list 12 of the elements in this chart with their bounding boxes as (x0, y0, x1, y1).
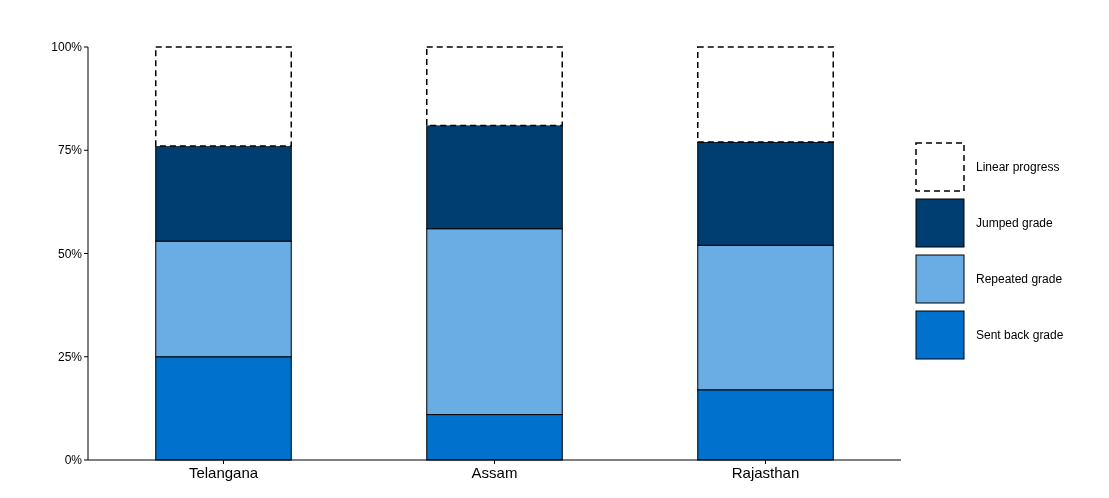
y-tick-label: 0% (64, 453, 83, 468)
y-tick-label: 100% (51, 40, 83, 55)
text: Repeated grade (976, 272, 1063, 287)
y-tick-label: 50% (57, 246, 83, 261)
x-tick-label: Telangana (188, 464, 259, 481)
text: Jumped grade (976, 216, 1054, 231)
y-tick-label: 75% (57, 143, 83, 158)
x-tick-label: Rajasthan (731, 464, 800, 481)
x-tick-label: Assam (471, 464, 518, 481)
text: Linear progress (976, 160, 1060, 175)
y-tick-label: 25% (57, 349, 83, 364)
text: Sent back grade (976, 328, 1064, 343)
